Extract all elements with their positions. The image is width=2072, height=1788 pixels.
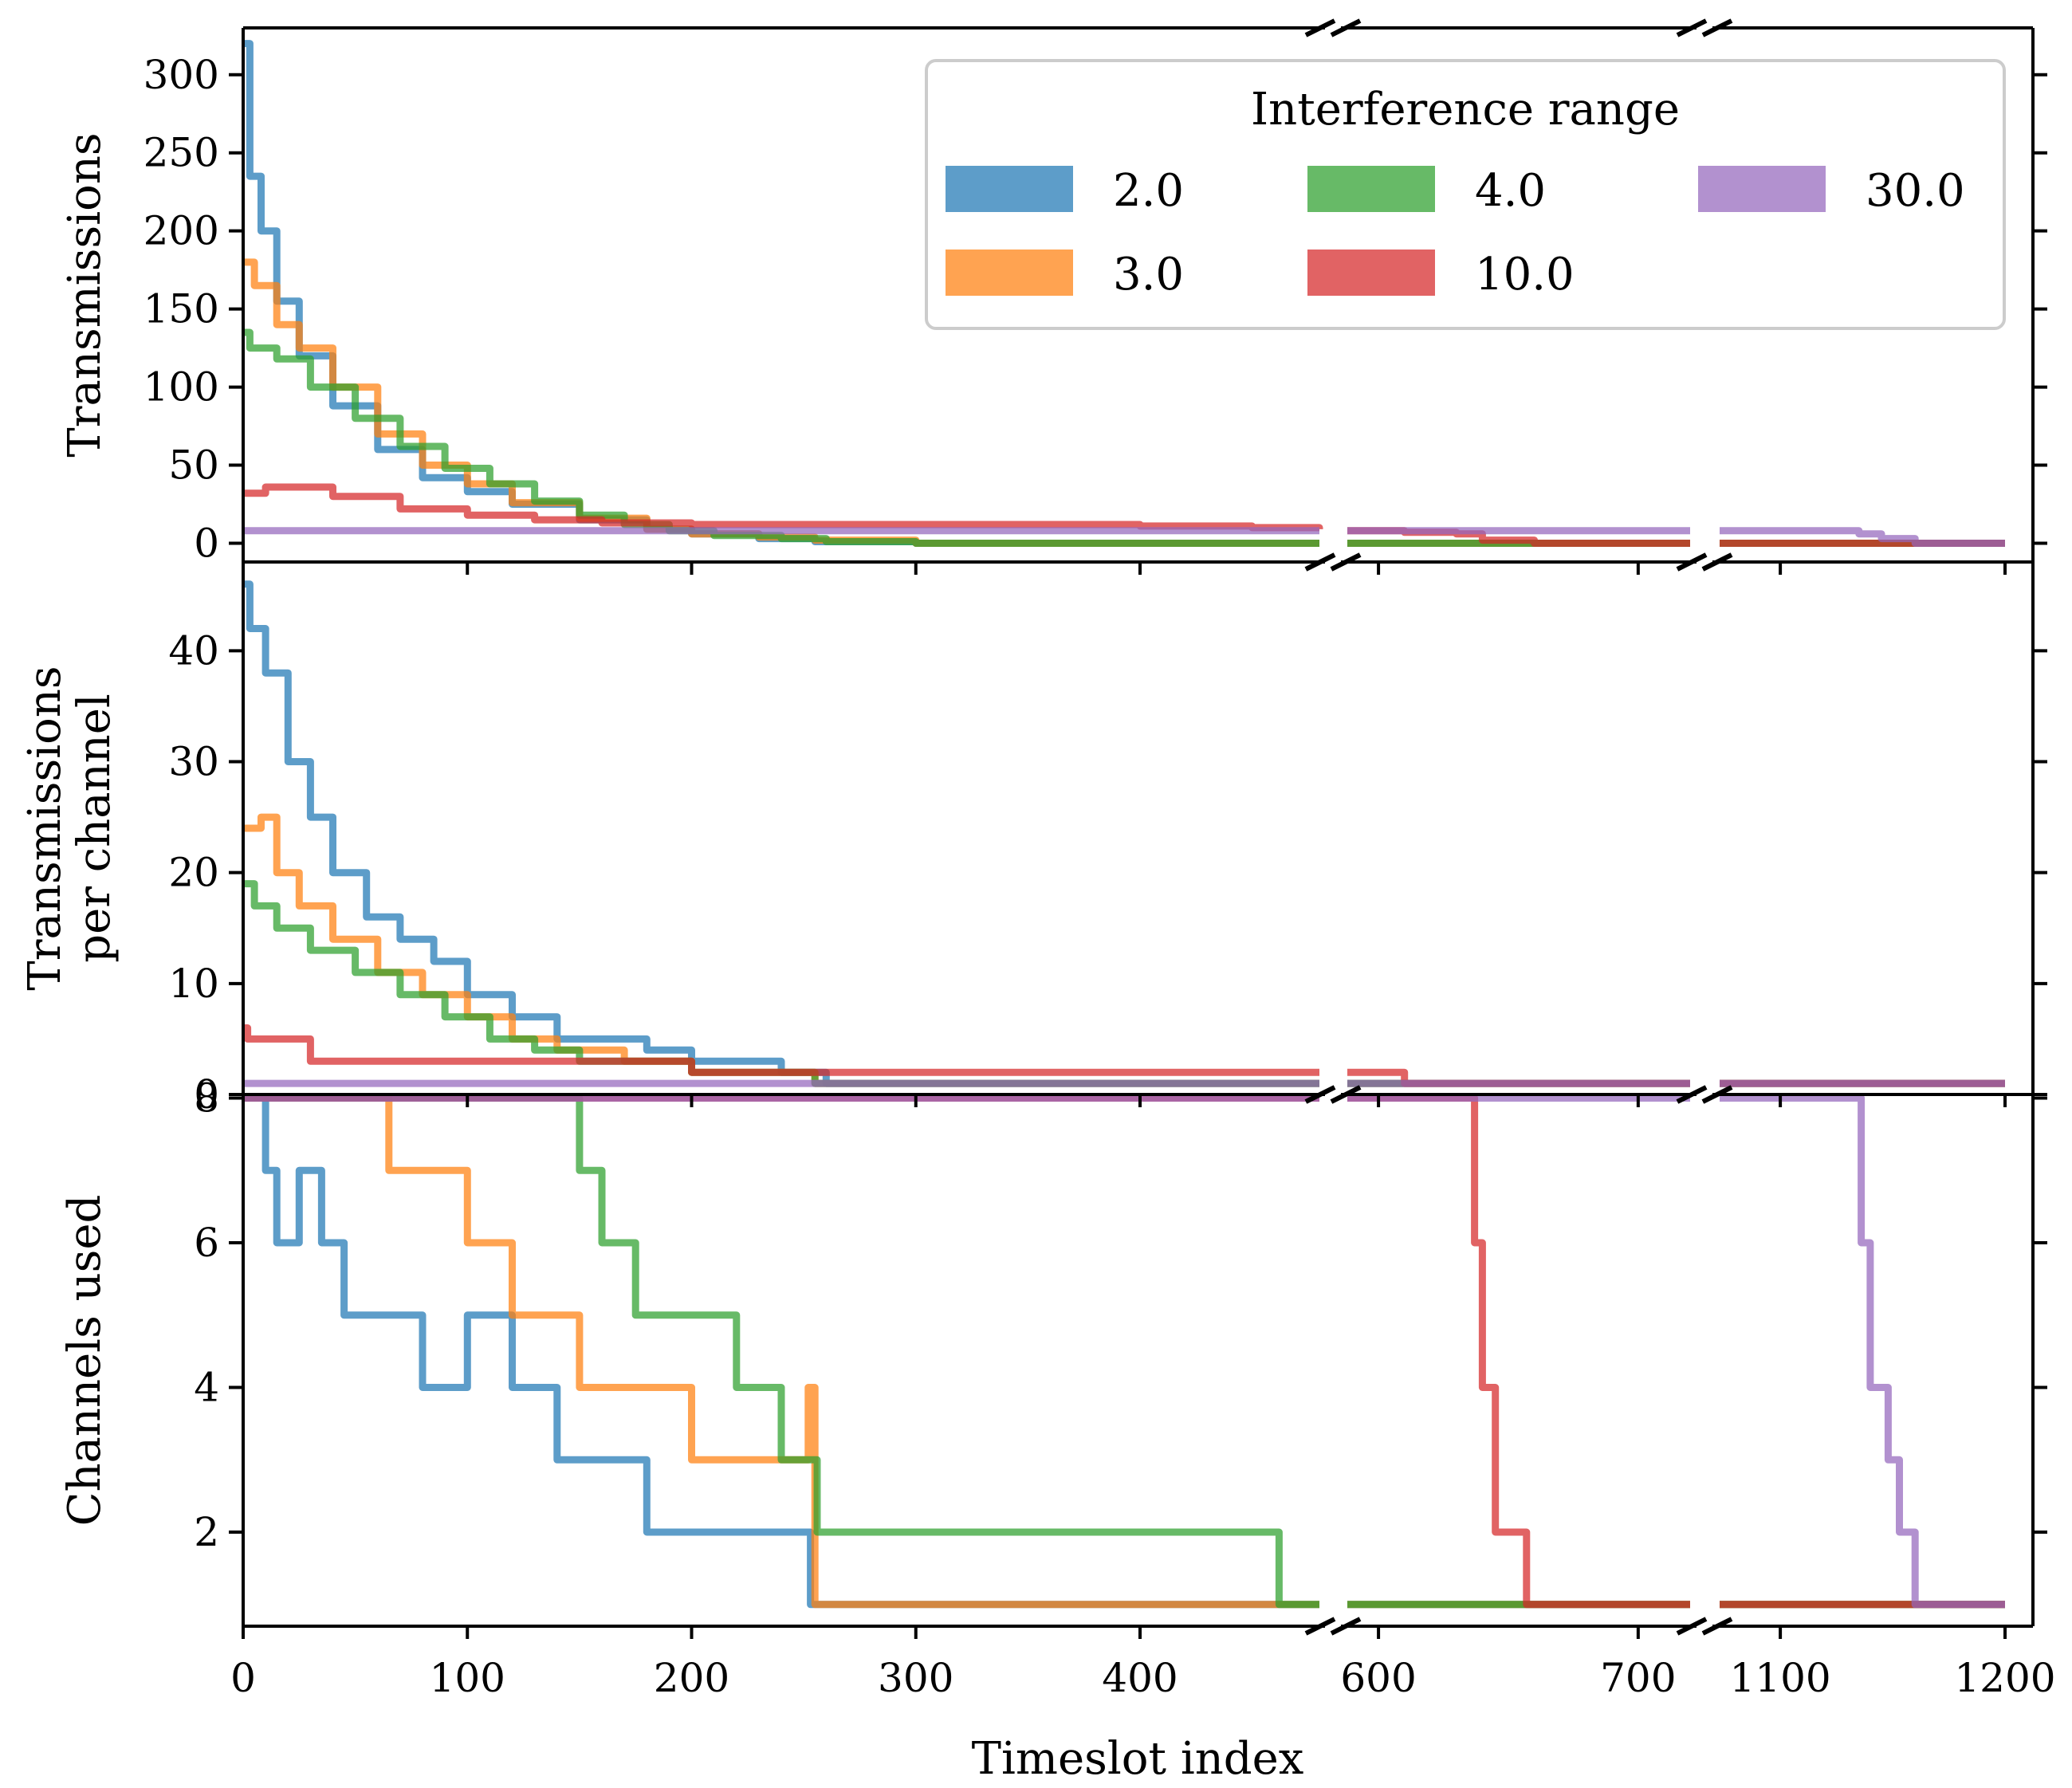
series-line-channels-30-0-seg2 [1720, 1094, 2005, 1609]
x-tick-label: 1200 [1954, 1655, 2055, 1701]
y-tick-label: 6 [194, 1220, 219, 1266]
legend-frame [925, 59, 2006, 330]
y-tick-label: 250 [144, 130, 219, 176]
y-tick-label: 200 [144, 208, 219, 254]
axis-break-mark [1304, 18, 1336, 37]
x-tick-label: 200 [654, 1655, 729, 1701]
axis-break-mark [1330, 552, 1362, 572]
y-axis-title-channels: Channels used [59, 1195, 111, 1527]
legend: Interference range 2.0 3.0 4.0 10.0 30.0 [925, 59, 2006, 330]
axis-break-mark [1701, 552, 1733, 572]
series-line-channels-10-0-seg1 [1347, 1094, 1690, 1609]
y-tick-label: 10 [168, 961, 219, 1007]
series-line-channels-3-0-seg0 [243, 1094, 1319, 1609]
x-tick-label: 0 [230, 1655, 256, 1701]
axis-break-mark [1330, 1617, 1362, 1636]
y-tick-label: 300 [144, 52, 219, 98]
legend-label-2-0: 2.0 [1113, 165, 1184, 217]
y-axis-title-per-channel: Transmissions [19, 666, 71, 990]
y-tick-label: 0 [194, 520, 219, 566]
axis-break-mark [1676, 1617, 1708, 1636]
y-tick-label: 50 [168, 442, 219, 489]
axis-break-mark [1304, 1617, 1336, 1636]
axis-break-mark [1330, 18, 1362, 37]
series-line-per-channel-3-0-seg0 [243, 813, 1319, 1087]
x-axis-title: Timeslot index [972, 1733, 1304, 1785]
y-axis-title-transmissions: Transmissions [59, 132, 111, 457]
x-tick-label: 600 [1340, 1655, 1416, 1701]
legend-label-4-0: 4.0 [1475, 165, 1546, 217]
legend-swatch-4-0 [1307, 166, 1435, 212]
series-line-channels-4-0-seg0 [243, 1094, 1319, 1609]
panel-transmissions-series [243, 40, 2005, 547]
x-tick-label: 1100 [1729, 1655, 1830, 1701]
series-line-channels-2-0-seg0 [243, 1094, 1319, 1609]
series-line-per-channel-4-0-seg0 [243, 880, 1319, 1087]
y-tick-label: 100 [144, 364, 219, 411]
series-line-transmissions-4-0-seg0 [243, 328, 1319, 547]
y-axis-title-per-channel: per channel [69, 694, 120, 963]
legend-label-30-0: 30.0 [1866, 165, 1965, 217]
axis-break-mark [1701, 1617, 1733, 1636]
series-line-transmissions-10-0-seg0 [243, 483, 1323, 532]
axis-break-mark [1304, 1085, 1336, 1104]
y-tick-label: 20 [168, 850, 219, 896]
axis-break-mark [1676, 1085, 1708, 1104]
y-tick-label: 0 [194, 1071, 219, 1118]
legend-swatch-30-0 [1698, 166, 1826, 212]
legend-swatch-2-0 [946, 166, 1073, 212]
axis-break-mark [1701, 18, 1733, 37]
x-tick-label: 700 [1600, 1655, 1676, 1701]
axis-break-mark [1304, 552, 1336, 572]
y-tick-label: 4 [194, 1365, 219, 1411]
y-tick-label: 30 [168, 739, 219, 785]
y-tick-label: 8 [194, 1075, 219, 1122]
x-tick-label: 400 [1102, 1655, 1178, 1701]
panel-channels-series [243, 1094, 2005, 1609]
y-tick-label: 40 [168, 627, 219, 674]
axis-break-mark [1676, 18, 1708, 37]
series-line-transmissions-30-0-seg2 [1720, 527, 2005, 547]
axis-break-mark [1330, 1085, 1362, 1104]
panel-per-channel-series [243, 580, 2005, 1087]
panels-layer [243, 40, 2005, 1609]
legend-swatch-10-0 [1307, 250, 1435, 296]
x-tick-label: 100 [430, 1655, 505, 1701]
axis-break-mark [1701, 1085, 1733, 1104]
axis-break-mark [1676, 552, 1708, 572]
series-line-per-channel-10-0-seg0 [243, 1024, 1319, 1076]
legend-label-3-0: 3.0 [1113, 249, 1184, 301]
legend-label-10-0: 10.0 [1475, 249, 1575, 301]
legend-title: Interference range [1251, 84, 1680, 136]
y-tick-label: 150 [144, 286, 219, 332]
legend-swatch-3-0 [946, 250, 1073, 296]
x-tick-label: 300 [878, 1655, 953, 1701]
axes-layer: 050100150200250300Transmissions010203040… [19, 18, 2056, 1701]
y-tick-label: 2 [194, 1509, 219, 1555]
series-line-per-channel-2-0-seg0 [243, 580, 1319, 1087]
